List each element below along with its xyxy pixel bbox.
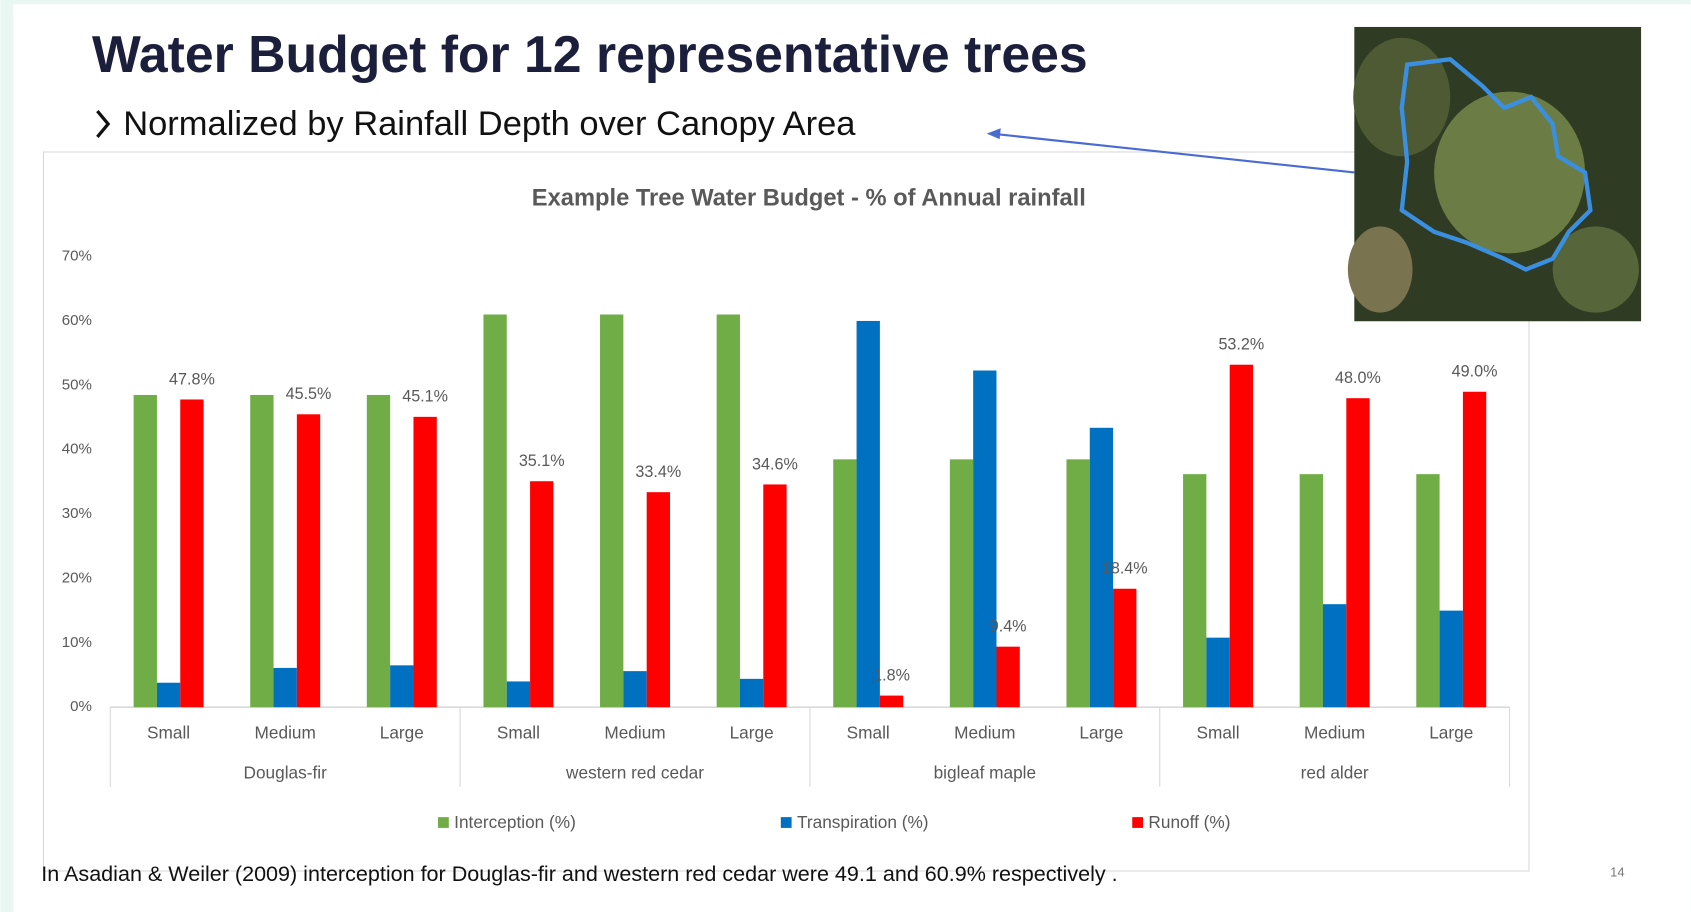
bar [1113,588,1137,708]
data-label: 34.6% [752,455,798,473]
bar [879,695,904,708]
bar [483,314,507,708]
arrow-head [986,128,1001,140]
bar [296,414,321,708]
legend-swatch [1132,817,1144,828]
y-tick-label: 0% [70,698,92,715]
bar [1346,398,1370,708]
bar [1183,474,1207,708]
group-label: bigleaf maple [934,763,1037,783]
x-tick-label: Large [1079,723,1123,743]
data-label: 48.0% [1335,369,1381,387]
x-tick-label: Medium [604,723,665,743]
bar [856,320,880,708]
chart-title: Example Tree Water Budget - % of Annual … [532,186,1086,212]
y-tick-label: 70% [62,248,92,265]
x-tick-label: Large [730,723,774,743]
bar [600,314,624,708]
y-tick-label: 30% [62,505,92,522]
group-label: Douglas-fir [244,763,328,783]
bar [1416,474,1440,708]
bar [1089,427,1114,708]
bar [716,314,740,708]
page-number: 14 [1610,865,1624,880]
data-label: 49.0% [1452,363,1498,381]
footnote: In Asadian & Weiler (2009) interception … [41,861,1117,886]
x-tick-label: Medium [255,723,316,743]
slide-title: Water Budget for 12 representative trees [92,25,1088,83]
data-label: 33.4% [635,463,681,481]
bar [1229,364,1254,708]
data-label: 9.4% [990,618,1027,636]
bar [156,682,181,708]
bar [390,665,414,708]
x-tick-label: Large [1429,723,1473,743]
bar [1462,391,1487,708]
slide-subtitle: Normalized by Rainfall Depth over Canopy… [123,105,856,143]
x-tick-label: Small [147,723,190,743]
x-tick-label: Small [1196,723,1239,743]
bar [1299,474,1323,708]
data-label: 35.1% [519,452,565,470]
x-tick-label: Small [497,723,540,743]
legend-swatch [438,817,449,828]
group-label: red alder [1301,763,1369,783]
bar [763,484,787,708]
legend-swatch [780,817,792,828]
photo-tree [1552,226,1639,313]
y-tick-label: 10% [62,634,92,651]
legend-label: Interception (%) [454,812,576,832]
bar [949,459,974,708]
bar [133,394,157,708]
legend-label: Transpiration (%) [797,812,929,832]
photo-tree [1434,91,1586,254]
bar [996,646,1020,708]
x-tick-label: Medium [954,723,1015,743]
bar [273,667,297,708]
bullet [96,110,111,138]
canopy-photo [1347,26,1642,322]
data-label: 18.4% [1102,560,1148,578]
bar [623,671,647,708]
y-tick-label: 60% [62,312,92,329]
canopy-outline [1399,57,1593,272]
bar [530,481,554,708]
bar [180,399,204,708]
data-label: 1.8% [873,666,910,684]
data-label: 53.2% [1218,336,1264,354]
bar [366,394,391,708]
bar [250,394,274,708]
y-tick-label: 50% [62,376,92,393]
bar [1206,637,1230,708]
bar [506,681,531,708]
y-tick-label: 40% [62,441,92,458]
bar [413,416,437,708]
bar [739,678,764,708]
bar [1439,610,1463,708]
photo-tree [1347,226,1413,313]
data-label: 45.1% [402,388,448,406]
x-tick-label: Small [847,723,890,743]
bar [646,492,670,708]
x-tick-label: Large [380,723,424,743]
bar [973,370,997,708]
legend-label: Runoff (%) [1148,812,1230,832]
data-label: 47.8% [169,370,215,388]
x-tick-label: Medium [1304,723,1365,743]
data-label: 45.5% [286,385,332,403]
arrow [991,132,1355,174]
bar [1322,604,1347,708]
bar [1066,459,1090,708]
bar [833,459,857,708]
group-label: western red cedar [565,763,704,783]
y-tick-label: 20% [62,569,92,586]
